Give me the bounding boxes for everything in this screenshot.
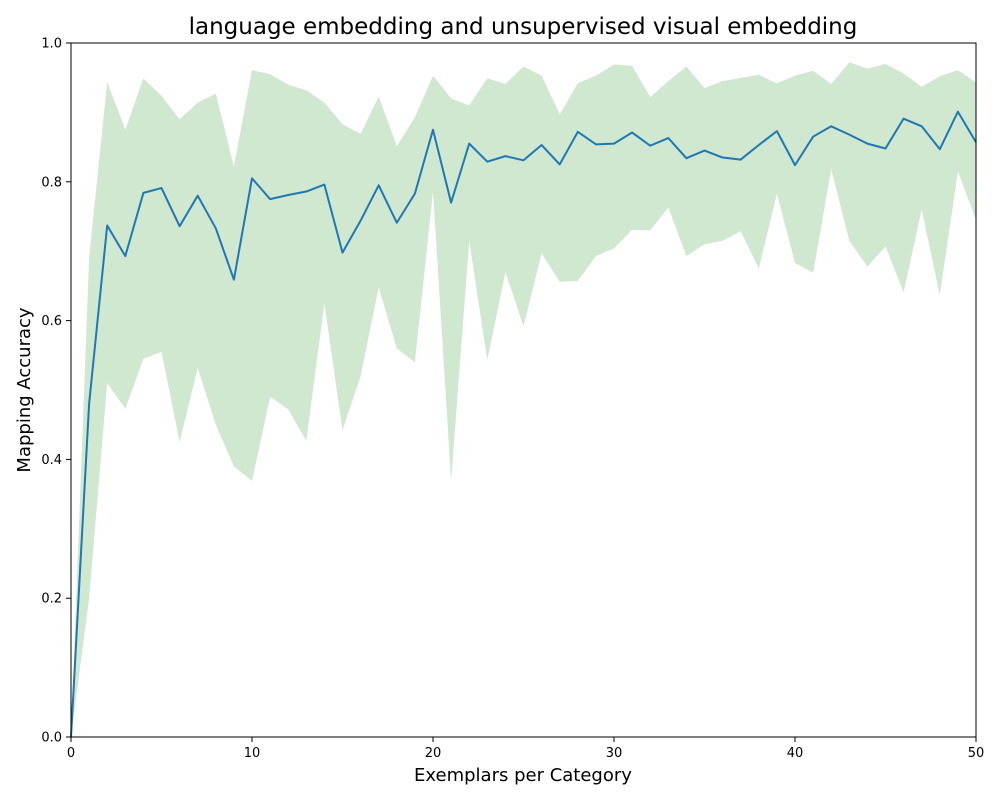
y-axis-label: Mapping Accuracy	[14, 307, 35, 472]
x-tick-label: 40	[787, 746, 804, 761]
x-tick-label: 30	[606, 746, 623, 761]
x-tick-label: 50	[968, 746, 985, 761]
x-tick-label: 10	[244, 746, 261, 761]
accuracy-line	[70, 110, 977, 738]
x-axis-label: Exemplars per Category	[414, 765, 632, 786]
y-tick-label: 0.4	[41, 453, 62, 468]
y-tick-label: 0.2	[41, 592, 62, 607]
y-tick-label: 0.6	[41, 314, 62, 329]
plot-area	[70, 42, 977, 738]
x-tick-label: 0	[67, 746, 75, 761]
y-tick-label: 0.0	[41, 731, 62, 746]
y-tick-label: 1.0	[41, 37, 62, 52]
x-tick-label: 20	[425, 746, 442, 761]
y-tick-label: 0.8	[41, 175, 62, 190]
confidence-band	[71, 62, 976, 738]
axes-frame	[70, 42, 977, 738]
chart-title: language embedding and unsupervised visu…	[189, 14, 858, 40]
y-axis-ticks: 0.0 0.2 0.4 0.6 0.8 1.0	[41, 37, 71, 746]
x-axis-ticks: 0 10 20 30 40 50	[67, 737, 984, 761]
